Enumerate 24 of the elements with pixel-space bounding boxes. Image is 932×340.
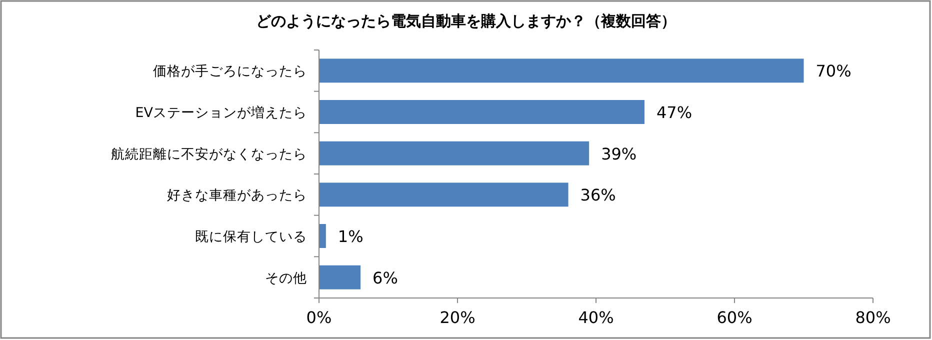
chart-title: どのようになったら電気自動車を購入しますか？（複数回答） bbox=[256, 12, 676, 30]
x-tick-label: 0% bbox=[306, 308, 332, 327]
data-label: 39% bbox=[601, 144, 637, 164]
data-label: 36% bbox=[580, 186, 616, 205]
data-label: 6% bbox=[372, 268, 398, 288]
data-label: 47% bbox=[656, 103, 692, 122]
x-tick-label: 60% bbox=[716, 308, 752, 327]
data-label: 1% bbox=[338, 227, 364, 246]
bar bbox=[319, 224, 326, 248]
bar bbox=[319, 100, 644, 124]
y-tick-label: その他 bbox=[265, 270, 307, 286]
y-tick-label: 既に保有している bbox=[195, 229, 307, 245]
x-tick-label: 40% bbox=[578, 308, 614, 327]
bar bbox=[319, 141, 590, 166]
y-tick-label: 価格が手ごろになったら bbox=[153, 64, 307, 80]
bar bbox=[319, 182, 568, 207]
y-tick-label: EVステーションが増えたら bbox=[135, 104, 307, 121]
x-tick-label: 20% bbox=[440, 308, 476, 327]
bar bbox=[319, 265, 361, 290]
data-label: 70% bbox=[816, 62, 852, 81]
x-tick-label: 80% bbox=[855, 308, 891, 327]
y-tick-label: 好きな車種があったら bbox=[167, 188, 307, 204]
y-tick-label: 航続距離に不安がなくなったら bbox=[111, 146, 307, 162]
bar bbox=[319, 58, 804, 83]
